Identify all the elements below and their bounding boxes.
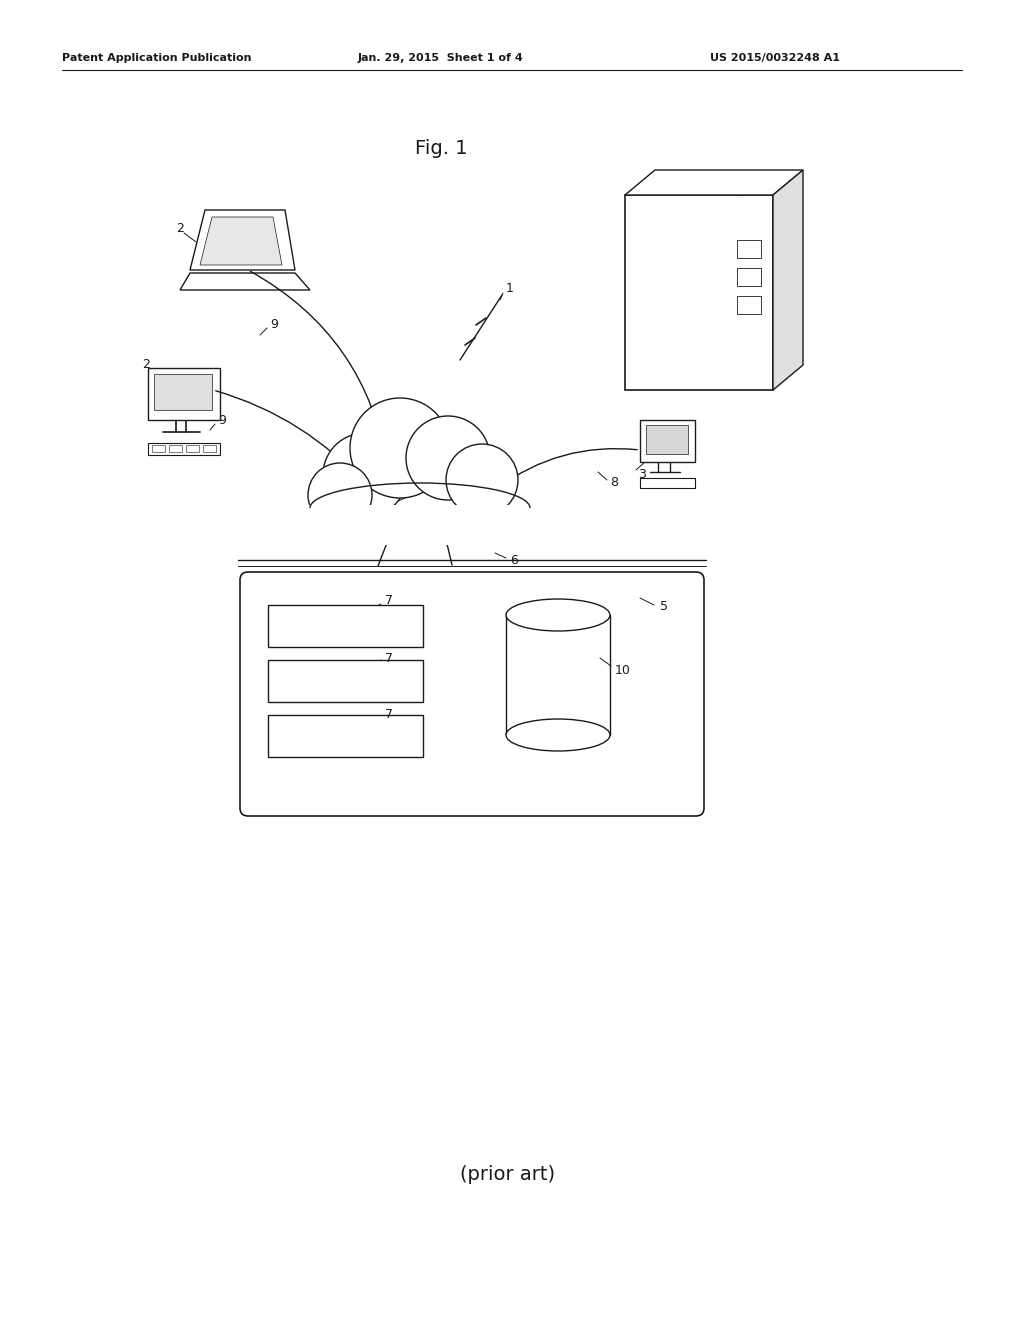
Polygon shape bbox=[773, 170, 803, 389]
FancyBboxPatch shape bbox=[148, 368, 220, 420]
Text: 7: 7 bbox=[385, 709, 393, 722]
FancyBboxPatch shape bbox=[646, 425, 688, 454]
FancyBboxPatch shape bbox=[152, 445, 165, 451]
Text: Patent Application Publication: Patent Application Publication bbox=[62, 53, 252, 63]
FancyBboxPatch shape bbox=[640, 478, 695, 488]
Circle shape bbox=[446, 444, 518, 516]
FancyBboxPatch shape bbox=[203, 445, 216, 451]
Circle shape bbox=[406, 416, 490, 500]
Text: 9: 9 bbox=[218, 413, 226, 426]
FancyBboxPatch shape bbox=[268, 605, 423, 647]
Text: 8: 8 bbox=[610, 477, 618, 490]
Text: 2: 2 bbox=[176, 222, 184, 235]
FancyBboxPatch shape bbox=[148, 444, 220, 455]
Text: 6: 6 bbox=[510, 553, 518, 566]
Text: Jan. 29, 2015  Sheet 1 of 4: Jan. 29, 2015 Sheet 1 of 4 bbox=[358, 53, 523, 63]
Text: (prior art): (prior art) bbox=[460, 1166, 555, 1184]
Ellipse shape bbox=[506, 719, 610, 751]
Polygon shape bbox=[180, 273, 310, 290]
Polygon shape bbox=[190, 210, 295, 271]
Text: 4: 4 bbox=[730, 186, 738, 198]
Text: US 2015/0032248 A1: US 2015/0032248 A1 bbox=[710, 53, 840, 63]
FancyBboxPatch shape bbox=[737, 240, 761, 257]
Polygon shape bbox=[300, 506, 525, 545]
Text: 7: 7 bbox=[385, 594, 393, 607]
Text: 10: 10 bbox=[615, 664, 631, 676]
FancyBboxPatch shape bbox=[169, 445, 182, 451]
FancyArrowPatch shape bbox=[216, 391, 369, 488]
FancyArrowPatch shape bbox=[251, 272, 388, 469]
Text: 7: 7 bbox=[385, 652, 393, 664]
Text: 3: 3 bbox=[638, 469, 646, 482]
Text: 1: 1 bbox=[506, 281, 514, 294]
Text: 2: 2 bbox=[142, 359, 150, 371]
Polygon shape bbox=[200, 216, 282, 265]
FancyBboxPatch shape bbox=[737, 268, 761, 286]
Circle shape bbox=[308, 463, 372, 527]
Text: 11: 11 bbox=[390, 503, 406, 516]
Circle shape bbox=[350, 399, 450, 498]
FancyBboxPatch shape bbox=[240, 572, 705, 816]
FancyArrowPatch shape bbox=[498, 449, 637, 488]
FancyBboxPatch shape bbox=[268, 715, 423, 756]
FancyBboxPatch shape bbox=[154, 374, 212, 411]
FancyBboxPatch shape bbox=[625, 195, 773, 389]
FancyBboxPatch shape bbox=[186, 445, 199, 451]
Polygon shape bbox=[625, 170, 803, 195]
Text: Fig. 1: Fig. 1 bbox=[415, 139, 468, 157]
Text: 5: 5 bbox=[660, 601, 668, 614]
FancyBboxPatch shape bbox=[268, 660, 423, 702]
Text: 9: 9 bbox=[270, 318, 278, 331]
FancyBboxPatch shape bbox=[640, 420, 695, 462]
FancyBboxPatch shape bbox=[737, 296, 761, 314]
Ellipse shape bbox=[506, 599, 610, 631]
Circle shape bbox=[323, 433, 407, 517]
